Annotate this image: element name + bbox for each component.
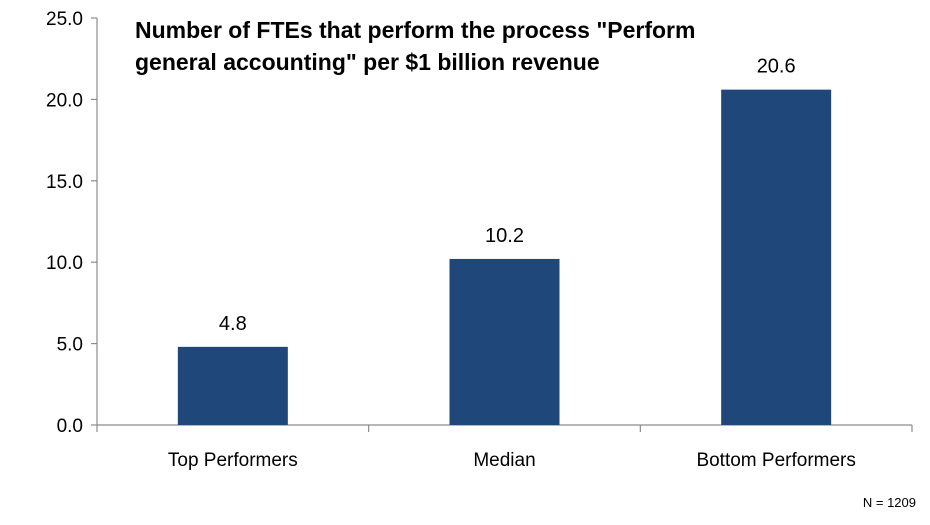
x-category-label: Top Performers — [168, 450, 298, 471]
data-label: 10.2 — [485, 225, 524, 247]
y-tick-label: 0.0 — [57, 416, 83, 437]
bar-top-performers — [177, 346, 288, 425]
sample-size-note: N = 1209 — [862, 495, 916, 510]
y-tick-label: 20.0 — [46, 90, 83, 111]
y-tick-label: 15.0 — [46, 172, 83, 193]
data-label: 20.6 — [757, 56, 796, 78]
chart-title: Number of FTEs that perform the process … — [135, 17, 696, 75]
x-category-label: Median — [473, 450, 535, 471]
data-label: 4.8 — [219, 313, 247, 335]
x-category-label: Bottom Performers — [696, 450, 855, 471]
y-tick-label: 5.0 — [57, 335, 83, 356]
bar-median — [449, 258, 560, 425]
y-tick-label: 10.0 — [46, 253, 83, 274]
bar-bottom-performers — [721, 89, 832, 426]
y-tick-label: 25.0 — [46, 9, 83, 30]
